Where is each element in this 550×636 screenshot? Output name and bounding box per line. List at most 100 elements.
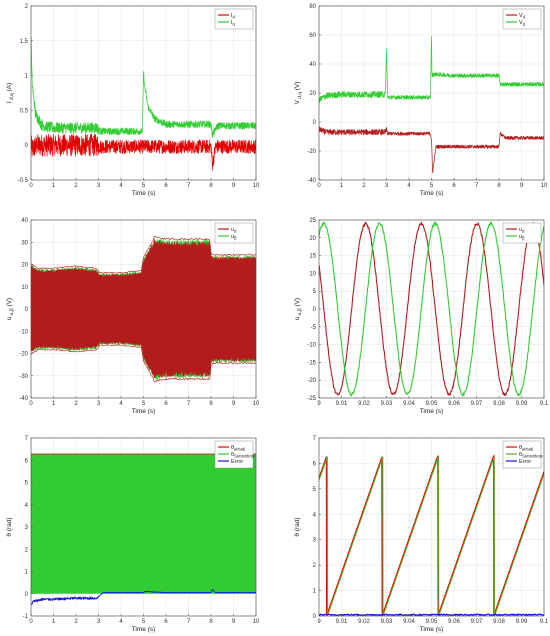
series-point-alpha: [206, 321, 208, 323]
series-point-alpha: [235, 257, 237, 259]
series-point-alpha: [252, 355, 254, 357]
x-tick-label: 0: [29, 401, 33, 407]
series-point-alpha: [207, 307, 209, 309]
series-point-alpha: [35, 326, 37, 328]
series-point-alpha: [83, 349, 85, 351]
series-point-alpha: [127, 337, 129, 339]
series-point-alpha: [63, 322, 65, 324]
series-point-alpha: [170, 279, 172, 281]
series-point-alpha: [47, 282, 49, 283]
legend-entry: Vd: [519, 13, 526, 20]
series-line-d: [31, 133, 256, 171]
series-point-alpha: [40, 287, 42, 289]
x-tick-label: 10: [253, 619, 260, 625]
series-point-alpha: [107, 316, 109, 318]
series-point-alpha: [48, 319, 50, 321]
series-point-alpha: [197, 348, 199, 350]
y-tick-label: 10: [309, 271, 316, 277]
series-point-alpha: [254, 288, 256, 290]
x-tick-label: 9: [232, 183, 236, 189]
x-tick-label: 9: [232, 401, 236, 407]
y-tick-label: 20: [21, 263, 28, 269]
series-line-d: [319, 126, 544, 174]
series-point-alpha: [183, 292, 185, 294]
legend-entry: Iq: [231, 20, 236, 27]
series-point-alpha: [49, 336, 50, 338]
series-point-alpha: [198, 283, 200, 285]
series-point-alpha: [102, 297, 104, 299]
series-point-alpha: [136, 291, 138, 293]
series-point-alpha: [84, 280, 86, 282]
series-point-alpha: [101, 335, 103, 337]
series-point-alpha: [32, 327, 34, 329]
x-tick-label: 9.03: [381, 619, 393, 625]
series-point-alpha: [219, 275, 221, 277]
series-point-alpha: [130, 277, 132, 278]
series-point-alpha: [248, 290, 250, 291]
series-point-alpha: [61, 275, 63, 277]
legend-entry: θSensorless: [519, 452, 543, 459]
y-tick-label: 5: [25, 481, 29, 487]
series-point-alpha: [144, 349, 146, 350]
x-tick-label: 9.04: [403, 401, 415, 407]
x-tick-label: 0: [317, 183, 321, 189]
series-point-alpha: [161, 358, 163, 360]
series-point-alpha: [40, 277, 42, 279]
plot-area: [319, 221, 544, 397]
series-point-alpha: [47, 306, 49, 308]
x-tick-label: 8: [209, 183, 213, 189]
series-point-alpha: [187, 251, 188, 253]
series-point-alpha: [132, 342, 134, 343]
x-tick-label: 9.1: [540, 619, 549, 625]
series-point-alpha: [242, 309, 244, 311]
series-point-alpha: [125, 329, 127, 331]
series-line-error: [31, 589, 256, 605]
series-point-alpha: [42, 315, 43, 317]
series-line-β: [319, 221, 544, 397]
y-tick-label: -0.5: [18, 178, 29, 184]
series-point-alpha: [53, 280, 55, 281]
series-point-alpha: [84, 328, 86, 330]
legend-entry: uβ: [519, 234, 525, 241]
x-tick-label: 3: [385, 183, 389, 189]
series-line-sensorless: [319, 456, 544, 616]
series-point-alpha: [242, 277, 244, 279]
series-point-alpha: [217, 279, 219, 281]
series-point-alpha: [65, 304, 66, 305]
x-tick-label: 8: [497, 183, 501, 189]
series-point-alpha: [225, 273, 227, 275]
series-point-alpha: [86, 268, 88, 269]
y-tick-label: 3: [313, 538, 317, 544]
series-point-alpha: [88, 320, 90, 322]
x-tick-label: 9.09: [516, 619, 528, 625]
series-point-alpha: [159, 251, 161, 253]
series-point-alpha: [250, 338, 252, 340]
series-point-alpha: [231, 270, 233, 272]
y-tick-label: -40: [19, 396, 28, 402]
series-point-alpha: [58, 318, 60, 320]
series-point-alpha: [161, 375, 163, 377]
series-point-alpha: [125, 322, 127, 324]
x-tick-label: 5: [142, 183, 146, 189]
series-point-alpha: [150, 280, 152, 282]
series-point-alpha: [124, 274, 126, 276]
series-point-alpha: [99, 311, 101, 312]
series-point-alpha: [253, 284, 255, 286]
x-tick-label: 4: [407, 183, 411, 189]
x-axis-label: Time (s): [420, 408, 444, 415]
y-tick-label: 3: [25, 525, 29, 531]
series-point-alpha: [237, 347, 238, 349]
plot-area: [31, 453, 256, 605]
series-point-alpha: [86, 320, 88, 322]
series-point-alpha: [69, 276, 71, 278]
legend-box: [214, 222, 254, 244]
series-point-alpha: [97, 344, 99, 346]
y-tick-label: 5: [313, 487, 317, 493]
x-tick-label: 9.07: [471, 619, 483, 625]
series-point-alpha: [120, 280, 122, 282]
series-point-alpha: [104, 281, 105, 283]
series-point-alpha: [38, 271, 40, 273]
y-axis-label: θ (rad): [294, 517, 301, 536]
y-tick-label: 20: [309, 91, 316, 97]
